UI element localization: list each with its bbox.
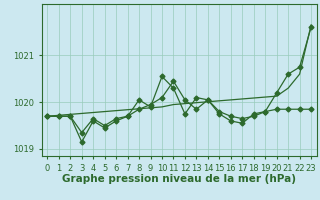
X-axis label: Graphe pression niveau de la mer (hPa): Graphe pression niveau de la mer (hPa) bbox=[62, 174, 296, 184]
